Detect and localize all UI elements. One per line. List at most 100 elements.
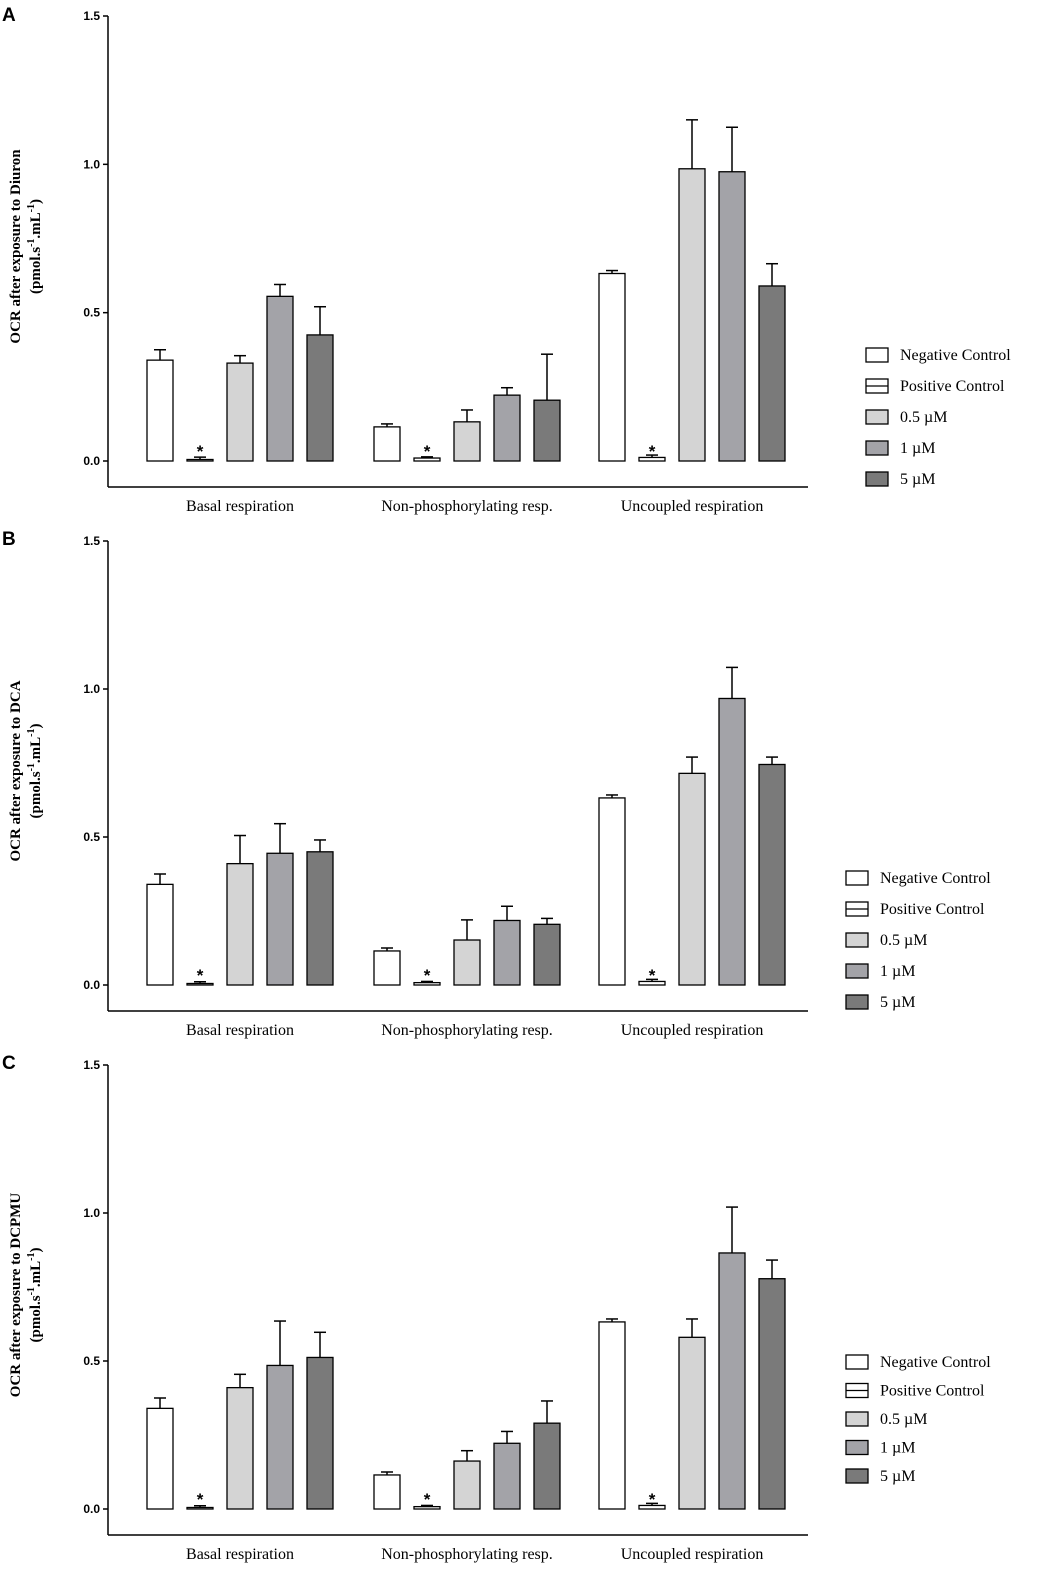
y-axis-title: OCR after exposure to Diuron bbox=[8, 149, 24, 344]
bar-c-2-4 bbox=[758, 1278, 786, 1510]
panel-b: B 0.0 0.5 1.0 1.5 OCR after exposure to DCA (p… bbox=[2, 529, 991, 1039]
legend-swatch bbox=[845, 1411, 869, 1427]
category-label: Non-phosphorylating resp. bbox=[381, 498, 553, 515]
bar-a-2-0 bbox=[598, 272, 626, 462]
significance-mark: * bbox=[197, 442, 204, 461]
legend-label: 0.5 µM bbox=[880, 1411, 927, 1428]
significance-mark: * bbox=[424, 966, 431, 985]
legend-swatch bbox=[845, 1439, 869, 1456]
bar-c-2-3 bbox=[718, 1252, 746, 1510]
significance-mark: * bbox=[649, 1490, 656, 1509]
panel-a: A 0.0 0.5 1.0 1.5 OCR after exposure to Diuro… bbox=[2, 5, 1011, 515]
y-axis-unit: (pmol.s-1.mL-1) bbox=[26, 199, 44, 294]
bar-b-1-3 bbox=[493, 919, 521, 986]
y-tick-label: 1.5 bbox=[83, 1058, 100, 1072]
significance-mark: * bbox=[424, 442, 431, 461]
y-axis-unit-part: -1 bbox=[26, 763, 37, 771]
legend-swatch bbox=[845, 1468, 869, 1484]
category-label: Non-phosphorylating resp. bbox=[381, 1022, 553, 1039]
bar-c-1-0 bbox=[373, 1474, 401, 1510]
y-axis-unit-part: -1 bbox=[26, 1252, 37, 1260]
legend-swatch bbox=[845, 932, 869, 948]
bar-b-2-1 bbox=[638, 980, 666, 986]
legend-label: Negative Control bbox=[900, 347, 1011, 364]
y-tick-label: 1.5 bbox=[83, 9, 100, 23]
legend-label: 1 µM bbox=[900, 440, 935, 457]
y-axis-unit-part: (pmol.s bbox=[28, 771, 44, 818]
category-label: Basal respiration bbox=[186, 1546, 294, 1563]
significance-mark: * bbox=[649, 966, 656, 985]
y-axis-unit: (pmol.s-1.mL-1) bbox=[26, 1247, 44, 1342]
legend-swatch bbox=[845, 870, 869, 886]
bar-c-0-2 bbox=[226, 1386, 254, 1510]
legend-label: 5 µM bbox=[880, 1468, 915, 1485]
bar-c-0-0 bbox=[146, 1407, 174, 1510]
legend-label: 0.5 µM bbox=[880, 932, 927, 949]
significance-mark: * bbox=[649, 442, 656, 461]
bar-a-2-2 bbox=[678, 168, 706, 462]
y-axis-unit-part: -1 bbox=[26, 239, 37, 247]
bar-a-2-1 bbox=[638, 456, 666, 462]
bar-b-2-2 bbox=[678, 772, 706, 986]
bar-a-0-4 bbox=[306, 334, 334, 462]
bar-b-1-1 bbox=[413, 981, 441, 986]
bar-b-0-2 bbox=[226, 862, 254, 986]
legend-label: Positive Control bbox=[900, 378, 1005, 395]
category-label: Basal respiration bbox=[186, 1022, 294, 1039]
bar-a-1-4 bbox=[533, 399, 561, 462]
legend-swatch bbox=[845, 994, 869, 1010]
panel-letter: B bbox=[2, 529, 16, 550]
legend-label: 0.5 µM bbox=[900, 409, 947, 426]
y-tick-label: 1.0 bbox=[83, 157, 100, 171]
bar-b-0-0 bbox=[146, 883, 174, 986]
y-axis-title: OCR after exposure to DCPMU bbox=[8, 1193, 24, 1398]
category-label: Non-phosphorylating resp. bbox=[381, 1546, 553, 1563]
bar-c-1-1 bbox=[413, 1505, 441, 1510]
significance-mark: * bbox=[424, 1490, 431, 1509]
y-axis-unit-part: (pmol.s bbox=[28, 1295, 44, 1342]
y-tick-label: 0.0 bbox=[83, 978, 100, 992]
category-label: Uncoupled respiration bbox=[621, 1022, 764, 1039]
bar-a-1-1 bbox=[413, 457, 441, 462]
bar-b-2-4 bbox=[758, 763, 786, 986]
y-axis-unit-part: -1 bbox=[26, 1287, 37, 1295]
bar-a-0-3 bbox=[266, 295, 294, 462]
bar-b-1-2 bbox=[453, 939, 481, 986]
bar-a-0-2 bbox=[226, 362, 254, 462]
legend-label: Positive Control bbox=[880, 1383, 985, 1400]
y-axis-unit-part: .mL bbox=[28, 737, 44, 763]
y-axis-unit-part: ) bbox=[28, 1247, 44, 1252]
y-tick-label: 1.0 bbox=[83, 682, 100, 696]
bar-c-2-2 bbox=[678, 1336, 706, 1510]
category-label: Uncoupled respiration bbox=[621, 498, 764, 515]
significance-mark: * bbox=[197, 1490, 204, 1509]
legend-label: Negative Control bbox=[880, 1354, 991, 1371]
legend-swatch bbox=[845, 963, 869, 979]
legend-swatch bbox=[865, 440, 889, 456]
y-tick-label: 0.0 bbox=[83, 454, 100, 468]
bar-b-2-3 bbox=[718, 697, 746, 986]
legend-label: 5 µM bbox=[880, 994, 915, 1011]
legend-swatch bbox=[845, 1354, 869, 1370]
bar-c-1-2 bbox=[453, 1460, 481, 1510]
y-axis-unit-part: (pmol.s bbox=[28, 247, 44, 294]
bar-b-2-0 bbox=[598, 797, 626, 986]
legend-label: Negative Control bbox=[880, 870, 991, 887]
bar-b-1-0 bbox=[373, 950, 401, 986]
bar-c-2-0 bbox=[598, 1321, 626, 1510]
bar-a-1-3 bbox=[493, 394, 521, 462]
y-axis-unit-part: ) bbox=[28, 723, 44, 728]
y-tick-label: 0.0 bbox=[83, 1502, 100, 1516]
bar-a-2-4 bbox=[758, 285, 786, 462]
bar-b-0-3 bbox=[266, 852, 294, 986]
bar-c-1-4 bbox=[533, 1422, 561, 1510]
y-axis-unit: (pmol.s-1.mL-1) bbox=[26, 723, 44, 818]
panel-c: C 0.0 0.5 1.0 1.5 OCR after exposure to DCPMU… bbox=[2, 1053, 991, 1563]
panel-letter: C bbox=[2, 1053, 16, 1074]
bar-c-0-1 bbox=[186, 1506, 214, 1510]
y-axis-unit-part: .mL bbox=[28, 1261, 44, 1287]
bar-b-1-4 bbox=[533, 923, 561, 986]
bar-c-2-1 bbox=[638, 1504, 666, 1510]
category-label: Basal respiration bbox=[186, 498, 294, 515]
